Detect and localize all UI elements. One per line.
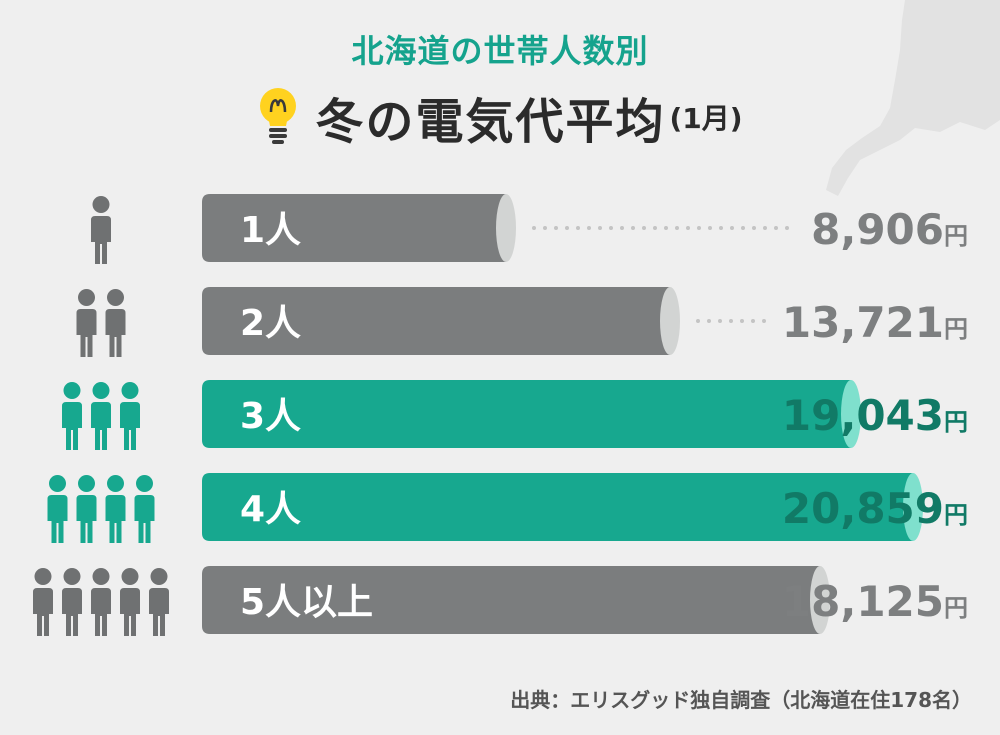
person-icon xyxy=(134,475,155,543)
bar-cap xyxy=(810,566,830,634)
source-note: 出典：エリスグッド独自調査（北海道在住178名） xyxy=(510,688,972,712)
category-label: 4人 xyxy=(240,489,301,530)
chart-title: 冬の電気代平均 xyxy=(315,94,666,150)
person-icon xyxy=(91,196,111,264)
person-icon-group xyxy=(62,382,140,450)
bar-cap xyxy=(496,194,516,262)
person-icon xyxy=(76,289,97,357)
person-icon-group xyxy=(91,196,111,264)
bar xyxy=(202,473,913,541)
bar xyxy=(202,194,506,262)
person-icon-group xyxy=(47,475,155,543)
person-icon xyxy=(62,382,82,450)
bar xyxy=(202,566,820,634)
category-label: 5人以上 xyxy=(240,582,373,623)
value-label: 13,721円 xyxy=(782,298,968,347)
bar-cap xyxy=(660,287,680,355)
person-icon xyxy=(47,475,68,543)
value-label: 8,906円 xyxy=(811,205,968,254)
lightbulb-icon xyxy=(260,88,297,144)
chart-subtitle: 北海道の世帯人数別 xyxy=(351,32,649,70)
person-icon xyxy=(105,289,126,357)
bar-cap xyxy=(841,380,861,448)
person-icon xyxy=(62,568,82,636)
person-icon xyxy=(120,382,140,450)
chart-title-suffix: (1月) xyxy=(669,102,743,135)
value-label: 20,859円 xyxy=(782,484,968,533)
person-icon xyxy=(76,475,97,543)
person-icon-group xyxy=(33,568,169,636)
bar-cap xyxy=(903,473,923,541)
person-icon xyxy=(91,382,111,450)
bar xyxy=(202,380,851,448)
person-icon xyxy=(33,568,53,636)
category-label: 1人 xyxy=(240,210,301,251)
person-icon-group xyxy=(76,289,126,357)
category-label: 2人 xyxy=(240,303,301,344)
category-label: 3人 xyxy=(240,396,301,437)
person-icon xyxy=(120,568,140,636)
person-icon xyxy=(105,475,126,543)
bar xyxy=(202,287,670,355)
value-label: 18,125円 xyxy=(782,577,968,626)
person-icon xyxy=(91,568,111,636)
title-row: 冬の電気代平均 (1月) xyxy=(0,82,1000,152)
person-icon xyxy=(149,568,169,636)
value-label: 19,043円 xyxy=(782,391,968,440)
